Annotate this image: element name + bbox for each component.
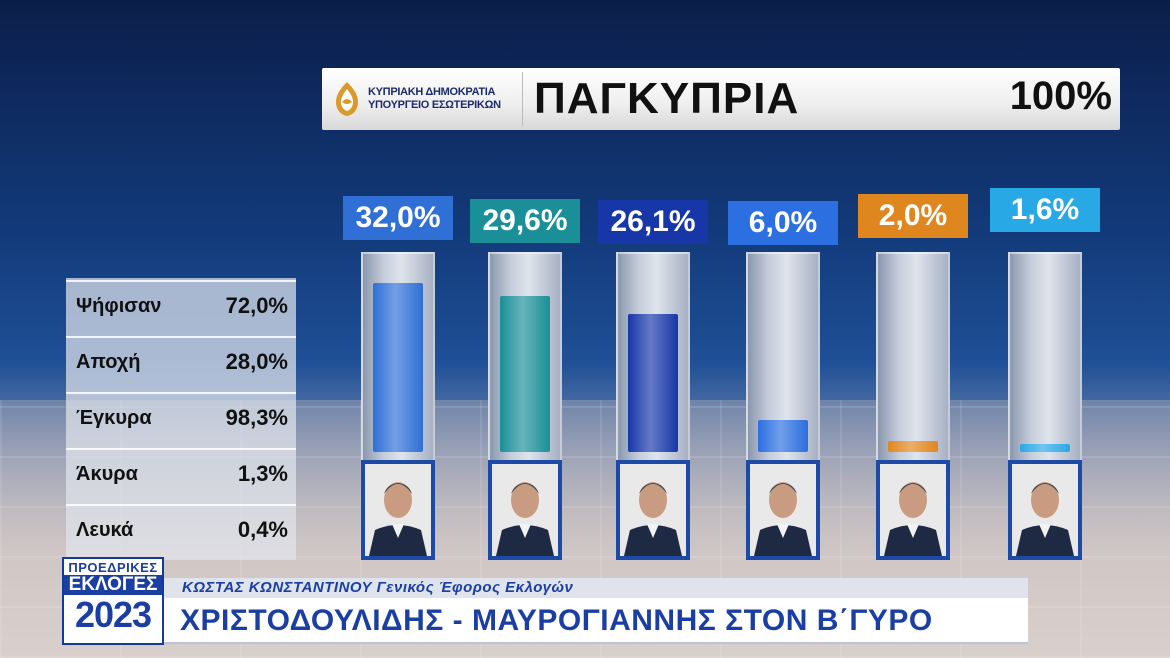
- percentage-label: 32,0%: [343, 196, 453, 240]
- candidate-photo: [746, 460, 820, 560]
- percentage-label: 6,0%: [728, 201, 838, 245]
- stat-row: Αποχή 28,0%: [66, 336, 296, 386]
- candidate-photo: [1008, 460, 1082, 560]
- bar: [628, 314, 678, 452]
- percentage-label: 2,0%: [858, 194, 968, 238]
- stat-label: Αποχή: [76, 350, 141, 373]
- stat-value: 1,3%: [237, 461, 288, 486]
- stat-label: Έγκυρα: [76, 406, 152, 429]
- candidate-photo: [488, 460, 562, 560]
- header-title: ΠΑΓΚΥΠΡΙΑ: [534, 74, 800, 123]
- stat-value: 28,0%: [225, 349, 288, 374]
- candidate-photo: [876, 460, 950, 560]
- percentage-label: 1,6%: [990, 188, 1100, 232]
- stat-row: Άκυρα 1,3%: [66, 448, 296, 498]
- logo-top-text: ΠΡΟΕΔΡΙΚΕΣ: [68, 560, 158, 575]
- candidate-photo: [616, 460, 690, 560]
- turnout-table: Ψήφισαν 72,0% Αποχή 28,0% Έγκυρα 98,3% Ά…: [66, 278, 296, 560]
- logo-year: 2023: [74, 594, 152, 635]
- percentage-label: 29,6%: [470, 199, 580, 243]
- logo-line-2: ΥΠΟΥΡΓΕΙΟ ΕΣΩΤΕΡΙΚΩΝ: [368, 99, 501, 111]
- bar-track: [1008, 252, 1082, 462]
- candidate-photo: [361, 460, 435, 560]
- stat-label: Λευκά: [76, 518, 134, 541]
- ticker-headline: ΧΡΙΣΤΟΔΟΥΛΙΔΗΣ - ΜΑΥΡΟΓΙΑΝΝΗΣ ΣΤΟΝ Β΄ΓΥΡ…: [164, 598, 1028, 644]
- stat-value: 98,3%: [225, 405, 288, 430]
- bar: [1020, 443, 1070, 452]
- stat-row: Ψήφισαν 72,0%: [66, 280, 296, 330]
- bar: [758, 420, 808, 452]
- stat-value: 0,4%: [237, 517, 288, 542]
- stat-label: Άκυρα: [76, 462, 138, 485]
- stat-label: Ψήφισαν: [76, 294, 162, 317]
- stat-row: Λευκά 0,4%: [66, 504, 296, 554]
- counted-percentage: 100%: [1009, 74, 1112, 118]
- bar: [373, 282, 423, 452]
- logo-mid-text: ΕΚΛΟΓΕΣ: [64, 575, 162, 595]
- ministry-logo: ΚΥΠΡΙΑΚΗ ΔΗΜΟΚΡΑΤΙΑ ΥΠΟΥΡΓΕΙΟ ΕΣΩΤΕΡΙΚΩΝ: [332, 76, 522, 122]
- results-header: ΚΥΠΡΙΑΚΗ ΔΗΜΟΚΡΑΤΙΑ ΥΠΟΥΡΓΕΙΟ ΕΣΩΤΕΡΙΚΩΝ…: [322, 68, 1120, 130]
- cyprus-emblem-icon: [336, 82, 358, 116]
- header-divider: [522, 72, 523, 126]
- bar: [500, 295, 550, 452]
- stat-value: 72,0%: [225, 293, 288, 318]
- stat-row: Έγκυρα 98,3%: [66, 392, 296, 442]
- bar-track: [876, 252, 950, 462]
- elections-2023-logo: ΠΡΟΕΔΡΙΚΕΣ ΕΚΛΟΓΕΣ 2023: [62, 557, 164, 645]
- ticker-subtitle: ΚΩΣΤΑΣ ΚΩΝΣΤΑΝΤΙΝΟΥ Γενικός Έφορος Εκλογ…: [164, 578, 1028, 598]
- bar: [888, 441, 938, 452]
- logo-line-1: ΚΥΠΡΙΑΚΗ ΔΗΜΟΚΡΑΤΙΑ: [368, 86, 496, 98]
- percentage-label: 26,1%: [598, 200, 708, 244]
